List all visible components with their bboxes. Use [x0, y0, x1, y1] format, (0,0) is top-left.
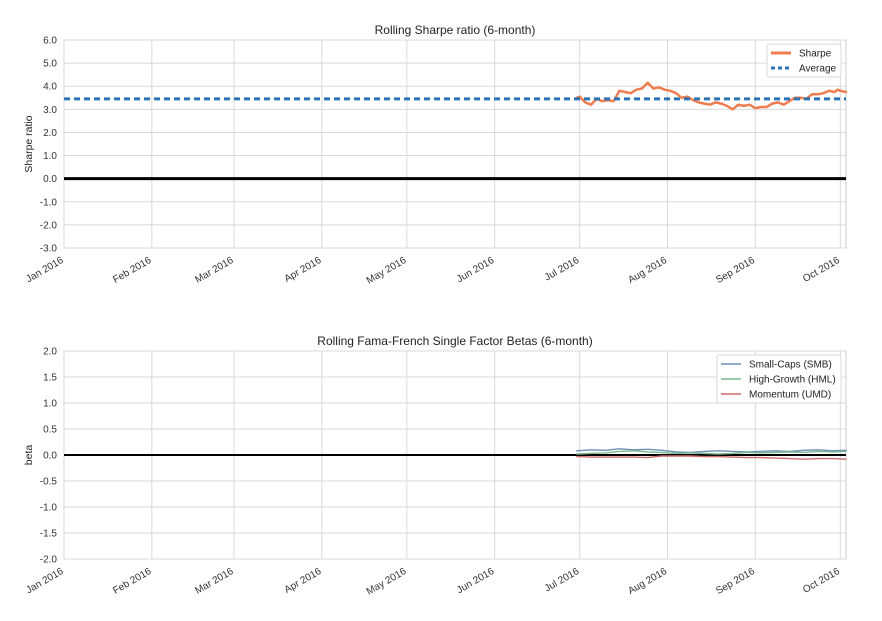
y-tick-label: -1.0 [40, 197, 58, 208]
legend-label: Average [799, 64, 837, 75]
x-tick-label: Sep 2016 [714, 566, 757, 597]
y-tick-label: -2.0 [40, 555, 58, 566]
x-tick-label: Apr 2016 [283, 255, 324, 285]
y-axis-label: beta [23, 445, 35, 466]
x-tick-label: Jun 2016 [455, 255, 497, 285]
x-tick-label: May 2016 [365, 566, 409, 598]
chart-title: Rolling Fama-French Single Factor Betas … [317, 334, 592, 348]
x-tick-label: Mar 2016 [193, 255, 235, 286]
x-tick-label: Oct 2016 [801, 566, 842, 596]
x-tick-label: Feb 2016 [111, 566, 153, 597]
x-tick-label: Apr 2016 [283, 566, 324, 596]
y-tick-label: 1.0 [43, 399, 57, 410]
series-line-1 [576, 448, 847, 454]
y-tick-label: 4.0 [43, 82, 57, 93]
y-tick-label: 0.0 [43, 174, 57, 185]
x-tick-label: Oct 2016 [801, 255, 842, 285]
legend: Sharpe Average [766, 43, 842, 78]
y-tick-label: 1.5 [43, 373, 57, 384]
y-tick-label: 1.0 [43, 151, 57, 162]
series-line-2 [576, 450, 847, 455]
series-line-3 [576, 455, 847, 460]
y-axis-label: Sharpe ratio [23, 115, 35, 172]
x-tick-label: Jun 2016 [455, 566, 497, 596]
legend-label: High-Growth (HML) [749, 375, 836, 386]
y-tick-label: -2.0 [40, 220, 58, 231]
x-tick-label: Jan 2016 [24, 255, 66, 285]
y-tick-label: 0.0 [43, 451, 57, 462]
x-tick-label: Feb 2016 [111, 255, 153, 286]
legend-label: Momentum (UMD) [749, 390, 831, 401]
y-tick-label: 5.0 [43, 59, 57, 70]
y-tick-label: -3.0 [40, 244, 58, 255]
plot-area [63, 39, 847, 249]
x-tick-label: May 2016 [365, 255, 409, 287]
x-tick-label: Mar 2016 [193, 566, 235, 597]
y-tick-label: 2.0 [43, 128, 57, 139]
y-tick-label: -1.0 [40, 503, 58, 514]
chart-title: Rolling Sharpe ratio (6-month) [375, 23, 536, 37]
y-tick-label: -1.5 [40, 529, 58, 540]
y-tick-label: 2.0 [43, 347, 57, 358]
legend: Small-Caps (SMB) High-Growth (HML) Momentu… [716, 354, 842, 404]
x-tick-label: Jul 2016 [543, 255, 582, 284]
y-tick-label: 0.5 [43, 425, 57, 436]
y-tick-label: -0.5 [40, 477, 58, 488]
x-tick-label: Aug 2016 [626, 255, 669, 286]
x-tick-label: Jan 2016 [24, 566, 66, 596]
x-tick-label: Aug 2016 [626, 566, 669, 597]
y-tick-label: 6.0 [43, 36, 57, 47]
x-tick-label: Sep 2016 [714, 255, 757, 286]
legend-box [716, 354, 842, 404]
y-tick-label: 3.0 [43, 105, 57, 116]
legend-label: Small-Caps (SMB) [749, 360, 832, 371]
x-tick-label: Jul 2016 [543, 566, 582, 595]
legend-label: Sharpe [799, 49, 832, 60]
